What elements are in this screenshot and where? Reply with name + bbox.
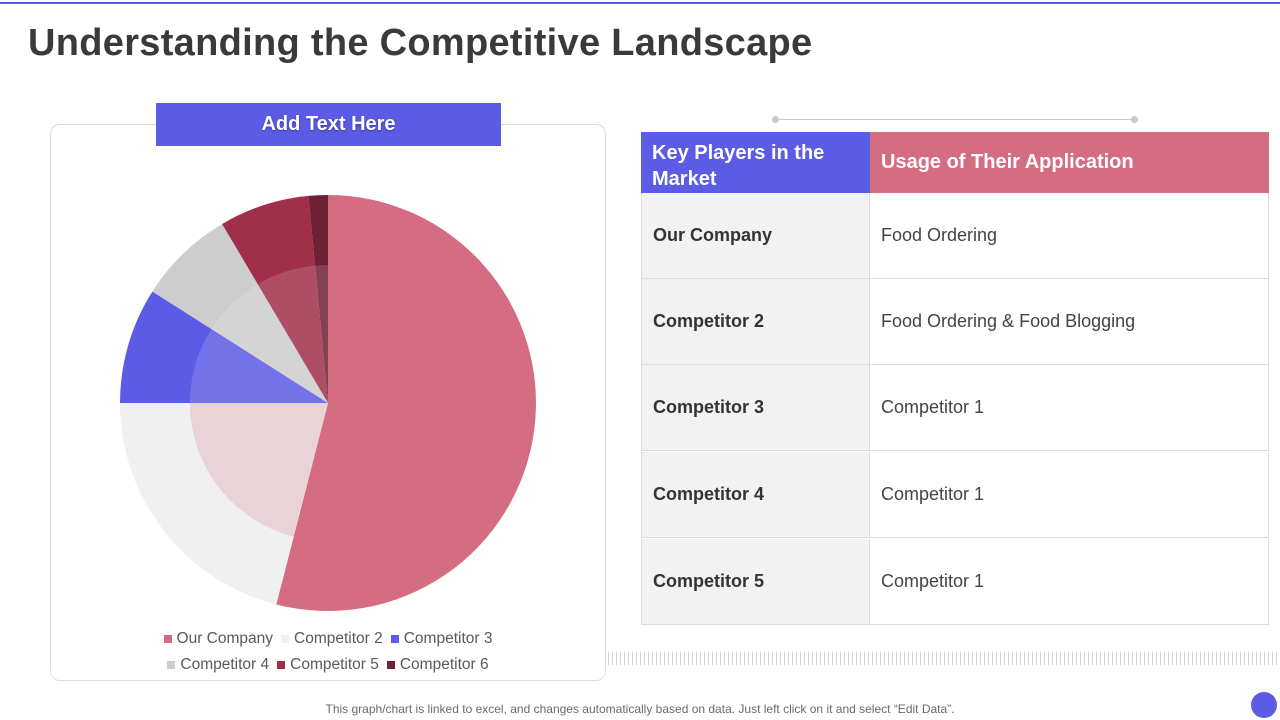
- legend-label: Competitor 6: [399, 656, 489, 673]
- connector-line: [776, 119, 1134, 120]
- legend-item: Competitor 6: [386, 656, 489, 674]
- legend-swatch: [277, 661, 286, 669]
- table-cell-player: Our Company: [641, 193, 870, 279]
- legend-item: Competitor 4: [167, 656, 269, 674]
- table-row: Competitor 3 Competitor 1: [641, 365, 1269, 451]
- top-accent-line: [0, 2, 1280, 4]
- legend-label: Competitor 2: [294, 630, 383, 647]
- table-row: Competitor 4 Competitor 1: [641, 452, 1269, 538]
- legend-swatch: [386, 661, 395, 669]
- legend-label: Our Company: [176, 630, 273, 647]
- table-cell-usage: Competitor 1: [870, 365, 1269, 451]
- legend-label: Competitor 4: [180, 656, 270, 673]
- table-cell-player: Competitor 4: [641, 452, 870, 538]
- table-row: Competitor 5 Competitor 1: [641, 539, 1269, 625]
- legend-swatch: [163, 635, 172, 643]
- legend-item: Competitor 2: [281, 630, 383, 648]
- table-cell-usage: Competitor 1: [870, 452, 1269, 538]
- chart-header[interactable]: Add Text Here: [156, 103, 501, 146]
- legend-label: Competitor 3: [403, 630, 493, 647]
- legend-item: Competitor 5: [277, 656, 379, 674]
- connector-dot: [772, 116, 779, 123]
- table-header-key-players: Key Players in the Market: [641, 132, 870, 193]
- table-cell-usage: Food Ordering: [870, 193, 1269, 279]
- legend-swatch: [390, 635, 399, 643]
- chart-legend: Our Company Competitor 2 Competitor 3 Comp…: [60, 626, 596, 678]
- footnote: This graph/chart is linked to excel, and…: [325, 702, 955, 716]
- corner-dot: [1251, 692, 1277, 718]
- connector-dot: [1131, 116, 1138, 123]
- table-cell-usage: Food Ordering & Food Blogging: [870, 279, 1269, 365]
- table-cell-usage: Competitor 1: [870, 539, 1269, 625]
- decorative-hatch-band: [608, 652, 1280, 665]
- legend-item: Our Company: [163, 630, 273, 648]
- table-row: Competitor 2 Food Ordering & Food Bloggi…: [641, 279, 1269, 365]
- table-header-usage: Usage of Their Application: [870, 132, 1269, 193]
- table-cell-player: Competitor 3: [641, 365, 870, 451]
- legend-swatch: [281, 635, 289, 643]
- legend-swatch: [167, 661, 176, 669]
- legend-row: Our Company Competitor 2 Competitor 3: [60, 626, 596, 652]
- legend-item: Competitor 3: [390, 630, 493, 648]
- legend-label: Competitor 5: [290, 656, 379, 673]
- legend-row: Competitor 4 Competitor 5 Competitor 6: [60, 652, 596, 678]
- table-row: Our Company Food Ordering: [641, 193, 1269, 279]
- table-cell-player: Competitor 2: [641, 279, 870, 365]
- table-cell-player: Competitor 5: [641, 539, 870, 625]
- page-title: Understanding the Competitive Landscape: [28, 22, 813, 64]
- chart-card: [50, 124, 606, 681]
